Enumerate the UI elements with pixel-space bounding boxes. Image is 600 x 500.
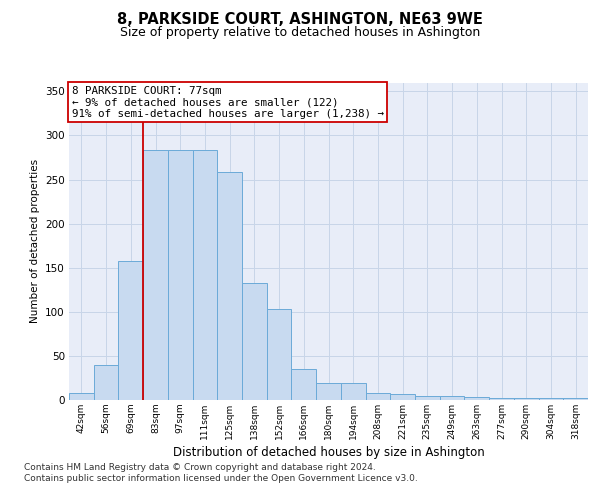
Bar — [390, 394, 415, 400]
Bar — [563, 398, 588, 400]
Bar — [489, 398, 514, 400]
Y-axis label: Number of detached properties: Number of detached properties — [29, 159, 40, 324]
Bar — [168, 150, 193, 400]
Bar — [69, 393, 94, 400]
Bar — [514, 398, 539, 400]
Text: Contains public sector information licensed under the Open Government Licence v3: Contains public sector information licen… — [24, 474, 418, 483]
Text: Contains HM Land Registry data © Crown copyright and database right 2024.: Contains HM Land Registry data © Crown c… — [24, 462, 376, 471]
Bar — [341, 383, 365, 400]
Bar — [143, 150, 168, 400]
Bar — [316, 383, 341, 400]
Bar — [415, 396, 440, 400]
Bar — [242, 282, 267, 400]
Bar — [193, 150, 217, 400]
X-axis label: Distribution of detached houses by size in Ashington: Distribution of detached houses by size … — [173, 446, 484, 459]
Bar — [118, 260, 143, 400]
Bar — [217, 172, 242, 400]
Bar — [365, 393, 390, 400]
Bar — [292, 369, 316, 400]
Bar — [464, 398, 489, 400]
Bar — [440, 396, 464, 400]
Bar — [539, 398, 563, 400]
Bar — [267, 309, 292, 400]
Text: Size of property relative to detached houses in Ashington: Size of property relative to detached ho… — [120, 26, 480, 39]
Text: 8 PARKSIDE COURT: 77sqm
← 9% of detached houses are smaller (122)
91% of semi-de: 8 PARKSIDE COURT: 77sqm ← 9% of detached… — [71, 86, 383, 119]
Text: 8, PARKSIDE COURT, ASHINGTON, NE63 9WE: 8, PARKSIDE COURT, ASHINGTON, NE63 9WE — [117, 12, 483, 28]
Bar — [94, 364, 118, 400]
